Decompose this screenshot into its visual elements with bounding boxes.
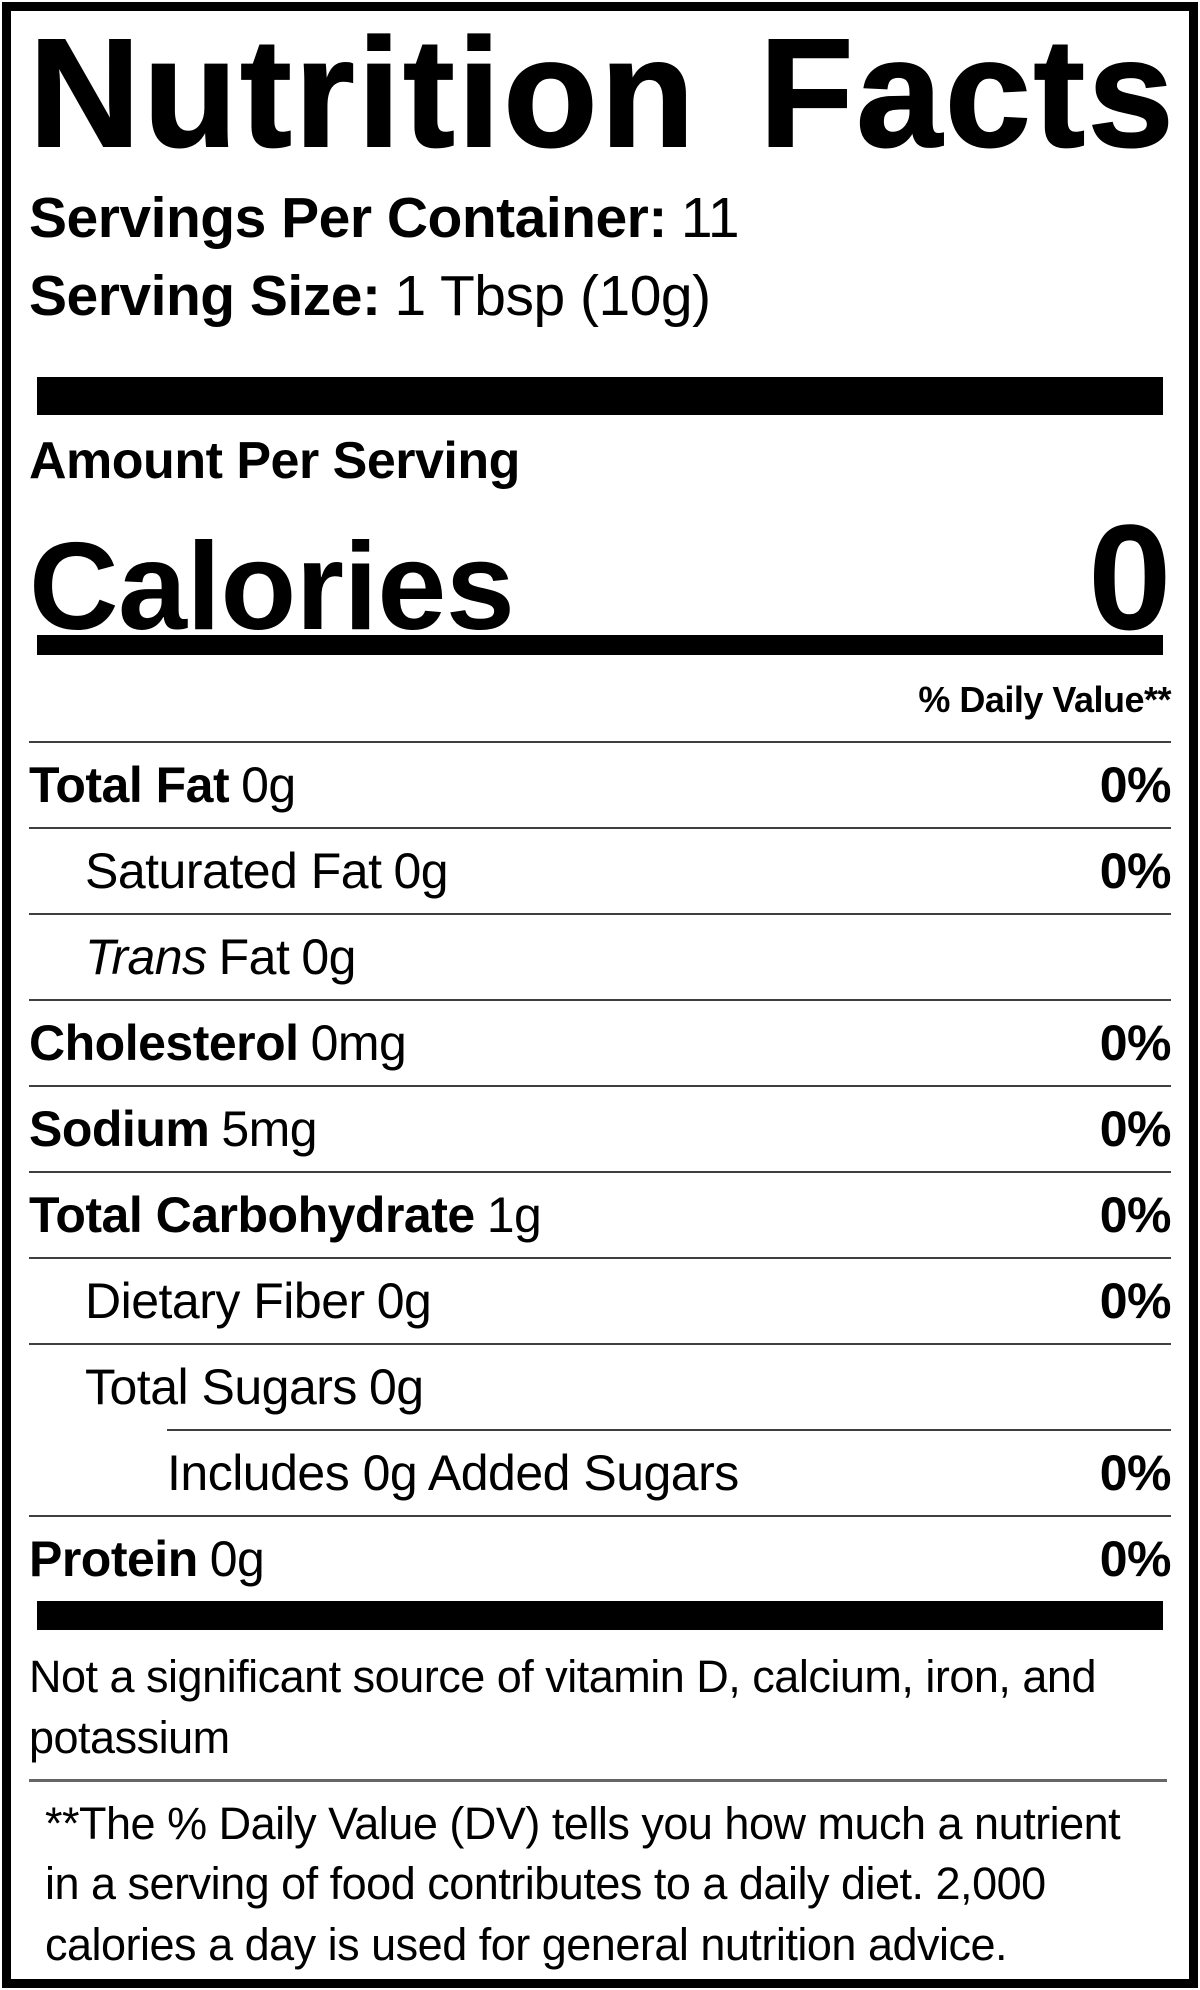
nutrient-amount: 0g (301, 929, 356, 986)
servings-per-container-value: 11 (680, 186, 740, 251)
nutrient-row-cholesterol: Cholesterol 0mg 0% (29, 999, 1172, 1085)
nutrient-row-total-fat: Total Fat 0g 0% (29, 741, 1172, 827)
serving-size-row: Serving Size: 1 Tbsp (10g) (29, 264, 1171, 330)
nutrient-amount: 0g (393, 843, 449, 900)
daily-value-percent: 0% (1099, 1273, 1172, 1330)
nutrient-name: Total Sugars (85, 1359, 357, 1416)
daily-value-percent: 0% (1099, 1445, 1172, 1502)
calories-value: 0 (1088, 493, 1171, 662)
daily-value-percent: 0% (1099, 1531, 1172, 1588)
nutrient-amount: 0g (209, 1531, 265, 1588)
nutrient-name: Fat (218, 929, 290, 986)
insignificant-nutrients-note: Not a significant source of vitamin D, c… (29, 1651, 1096, 1764)
daily-value-percent: 0% (1099, 1101, 1172, 1158)
thick-divider-top (37, 377, 1163, 416)
nutrient-row-total-sugars: Total Sugars 0g (29, 1343, 1171, 1429)
nutrient-row-saturated-fat: Saturated Fat 0g 0% (29, 827, 1172, 913)
thick-divider-bottom (37, 1601, 1163, 1631)
nutrient-name: Dietary Fiber (85, 1273, 365, 1330)
nutrient-name: Sodium (29, 1101, 210, 1158)
nutrient-name: Cholesterol (29, 1015, 299, 1072)
nutrient-name: Total Fat (29, 757, 230, 814)
nutrient-row-trans-fat: Trans Fat 0g (29, 913, 1171, 999)
nutrient-name: Protein (29, 1531, 198, 1588)
nutrient-amount: 0mg (310, 1015, 407, 1072)
thick-divider-calories (37, 635, 1163, 656)
daily-value-header: % Daily Value** (918, 679, 1171, 721)
nutrient-amount: 5mg (221, 1101, 318, 1158)
nutrient-row-total-carbohydrate: Total Carbohydrate 1g 0% (29, 1171, 1172, 1257)
label-title: Nutrition Facts (28, 7, 1177, 179)
daily-value-percent: 0% (1099, 757, 1172, 814)
daily-value-footnote: **The % Daily Value (DV) tells you how m… (45, 1797, 1121, 1971)
amount-per-serving-label: Amount Per Serving (29, 432, 520, 491)
daily-value-percent: 0% (1099, 843, 1172, 900)
nutrient-name: Saturated Fat (85, 843, 382, 900)
nutrient-amount: 0g (376, 1273, 432, 1330)
nutrient-row-added-sugars: Includes 0g Added Sugars 0% (29, 1429, 1172, 1515)
daily-value-percent: 0% (1099, 1015, 1172, 1072)
nutrient-row-dietary-fiber: Dietary Fiber 0g 0% (29, 1257, 1172, 1343)
calories-label: Calories (29, 518, 515, 657)
servings-per-container-row: Servings Per Container: 11 (29, 186, 1171, 252)
nutrient-name-italic: Trans (85, 929, 207, 986)
nutrient-name: Total Carbohydrate (29, 1187, 475, 1244)
calories-row: Calories 0 (29, 491, 1171, 661)
serving-size-label: Serving Size: (29, 263, 381, 328)
servings-per-container-label: Servings Per Container: (29, 186, 667, 251)
nutrient-name: Includes 0g Added Sugars (167, 1445, 739, 1502)
nutrient-amount: 1g (486, 1187, 542, 1244)
footnote-divider (29, 1778, 1167, 1782)
serving-size-value: 1 Tbsp (10g) (394, 263, 711, 328)
nutrient-amount: 0g (241, 757, 296, 814)
nutrient-row-protein: Protein 0g 0% (29, 1515, 1172, 1601)
daily-value-percent: 0% (1099, 1187, 1172, 1244)
nutrient-amount: 0g (368, 1359, 424, 1416)
nutrient-row-sodium: Sodium 5mg 0% (29, 1085, 1172, 1171)
